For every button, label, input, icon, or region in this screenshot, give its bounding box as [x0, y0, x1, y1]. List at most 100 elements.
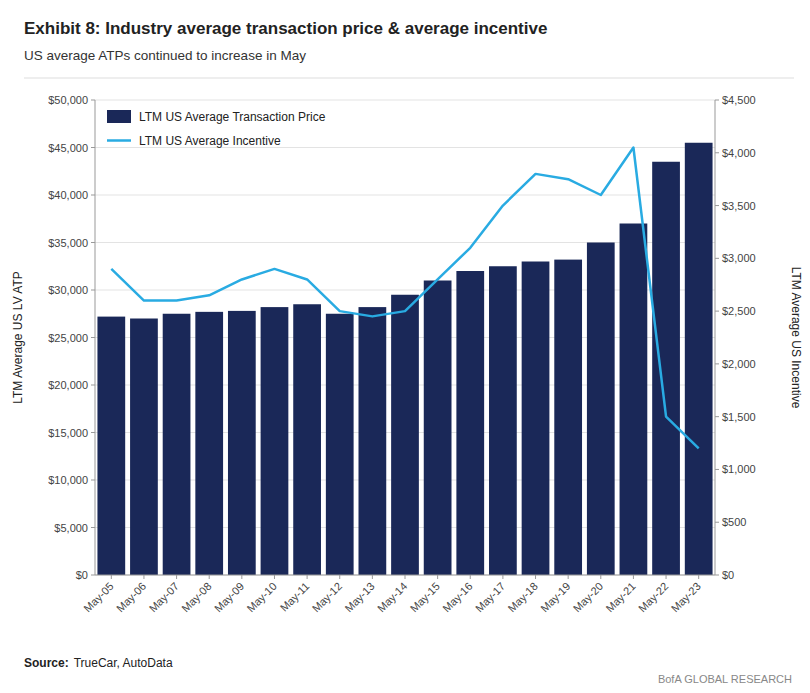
x-tick: [405, 575, 406, 579]
y-tick: [91, 432, 95, 433]
x-tick-label: May-19: [538, 580, 572, 614]
bar: [293, 304, 321, 575]
legend-entry: LTM US Average Transaction Price: [139, 110, 326, 124]
title: Exhibit 8: Industry average transaction …: [24, 19, 547, 38]
y-tick-label: $15,000: [48, 427, 88, 439]
y-tick: [91, 290, 95, 291]
y2-tick-label: $4,500: [722, 94, 756, 106]
y2-tick-label: $3,500: [722, 200, 756, 212]
bar: [130, 319, 158, 576]
bar: [620, 224, 648, 576]
y-tick-label: $35,000: [48, 237, 88, 249]
y2-axis: [715, 100, 716, 575]
x-tick: [666, 575, 667, 579]
y2-tick: [715, 152, 719, 153]
y2-tick: [715, 416, 719, 417]
y2-tick: [715, 522, 719, 523]
legend-swatch: [107, 139, 131, 142]
y-tick: [91, 337, 95, 338]
y-tick-label: $25,000: [48, 332, 88, 344]
bar: [391, 295, 419, 575]
y-tick-label: $50,000: [48, 94, 88, 106]
y2-tick: [715, 363, 719, 364]
bar: [195, 312, 223, 575]
y-tick-label: $45,000: [48, 142, 88, 154]
y2-tick-label: $4,000: [722, 147, 756, 159]
y2-tick-label: $2,500: [722, 305, 756, 317]
bar: [685, 143, 713, 575]
x-tick: [633, 575, 634, 579]
bar: [261, 307, 289, 575]
x-tick: [339, 575, 340, 579]
y-tick: [91, 527, 95, 528]
x-tick: [372, 575, 373, 579]
grid: [95, 100, 715, 575]
header-rule: [24, 78, 794, 79]
x-tick: [307, 575, 308, 579]
y-tick-label: $5,000: [54, 522, 88, 534]
bar: [456, 271, 484, 575]
x-tick: [176, 575, 177, 579]
y-tick-label: $10,000: [48, 474, 88, 486]
y2-tick: [715, 469, 719, 470]
bar: [424, 281, 452, 576]
y-tick: [91, 147, 95, 148]
y2-tick-label: $500: [722, 516, 746, 528]
y2-tick: [715, 311, 719, 312]
y2-tick-label: $1,000: [722, 463, 756, 475]
x-tick: [274, 575, 275, 579]
line: [111, 148, 698, 449]
bar: [554, 260, 582, 575]
x-tick: [143, 575, 144, 579]
y2-tick-label: $3,000: [722, 252, 756, 264]
x-tick-label: May-21: [603, 580, 637, 614]
x-tick-label: May-14: [375, 580, 409, 614]
bar: [326, 314, 354, 575]
bar: [652, 162, 680, 575]
branding: BofA GLOBAL RESEARCH: [658, 673, 792, 685]
y-tick: [91, 575, 95, 576]
y-tick: [91, 195, 95, 196]
x-tick-label: May-13: [342, 580, 376, 614]
bar: [97, 317, 125, 575]
x-tick: [209, 575, 210, 579]
y2-tick: [715, 575, 719, 576]
y2-tick: [715, 100, 719, 101]
x-tick: [470, 575, 471, 579]
x-tick-label: May-06: [114, 580, 148, 614]
x-tick-label: May-16: [440, 580, 474, 614]
y-tick-label: $30,000: [48, 284, 88, 296]
x-tick-label: May-12: [310, 580, 344, 614]
y2-tick-label: $2,000: [722, 358, 756, 370]
marks: [97, 143, 712, 575]
y-tick: [91, 385, 95, 386]
x-tick-label: May-17: [473, 580, 507, 614]
grid-line: [95, 100, 715, 101]
y-tick-label: $40,000: [48, 189, 88, 201]
y2-axis-label: LTM Average US Incentive: [789, 267, 803, 409]
bar: [489, 266, 517, 575]
y-axis: [95, 100, 96, 575]
x-tick: [600, 575, 601, 579]
legend-swatch: [107, 110, 131, 123]
x-tick-label: May-15: [408, 580, 442, 614]
y-tick: [91, 242, 95, 243]
x-tick: [535, 575, 536, 579]
y-tick-label: $0: [76, 569, 88, 581]
y2-tick: [715, 258, 719, 259]
x-tick-label: May-09: [212, 580, 246, 614]
x-tick-label: May-22: [636, 580, 670, 614]
source: TrueCar, AutoData: [74, 656, 173, 670]
x-tick-label: May-20: [571, 580, 605, 614]
legend-entry: LTM US Average Incentive: [139, 134, 281, 148]
subtitle: US average ATPs continued to increase in…: [24, 48, 306, 63]
y-tick: [91, 480, 95, 481]
y-tick: [91, 100, 95, 101]
bar: [228, 311, 256, 575]
bar: [359, 307, 387, 575]
x-tick-label: May-18: [506, 580, 540, 614]
x-tick: [437, 575, 438, 579]
x-tick-label: May-05: [81, 580, 115, 614]
y2-tick-label: $1,500: [722, 411, 756, 423]
grid-line: [95, 195, 715, 196]
